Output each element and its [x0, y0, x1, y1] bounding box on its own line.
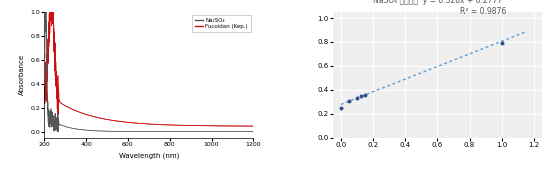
Point — [352, 97, 361, 100]
Point — [336, 106, 345, 109]
Point — [361, 94, 369, 96]
Text: R² = 0.9876: R² = 0.9876 — [460, 7, 507, 16]
Text: NaSO₄ 표준곡선  y = 0.528x + 0.2777: NaSO₄ 표준곡선 y = 0.528x + 0.2777 — [373, 0, 502, 5]
X-axis label: Wavelength (nm): Wavelength (nm) — [118, 152, 179, 159]
Legend: Na₂SO₄, Fucoidan (Kep.): Na₂SO₄, Fucoidan (Kep.) — [192, 15, 251, 32]
Point — [497, 41, 506, 44]
Point — [345, 99, 353, 102]
Point — [357, 95, 366, 98]
Y-axis label: Absorbance: Absorbance — [19, 54, 25, 95]
